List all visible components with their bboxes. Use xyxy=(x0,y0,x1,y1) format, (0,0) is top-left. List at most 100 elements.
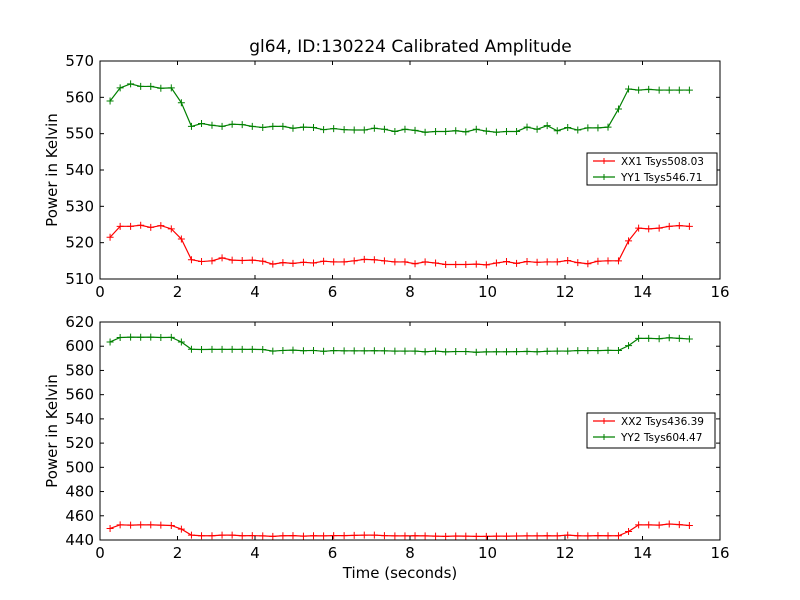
data-point-marker xyxy=(137,521,145,529)
data-point-marker xyxy=(279,346,287,354)
y-axis-label: Power in Kelvin xyxy=(43,113,61,227)
data-point-marker xyxy=(432,127,440,135)
data-point-marker xyxy=(543,122,551,130)
data-point-marker xyxy=(106,97,114,105)
legend-marker xyxy=(601,158,607,164)
data-point-marker xyxy=(310,259,318,267)
x-tick-label: 14 xyxy=(633,283,652,301)
data-point-marker xyxy=(157,222,165,230)
data-point-marker xyxy=(279,259,287,267)
data-point-marker xyxy=(299,258,307,266)
data-point-marker xyxy=(391,127,399,135)
data-point-marker xyxy=(401,347,409,355)
bottom-plot: 0 2 4 6 8 10 12 14 16 440 460 480 500 520 540 560 580 600… xyxy=(43,313,730,582)
data-point-marker xyxy=(574,532,582,540)
data-point-marker xyxy=(238,532,246,540)
y-tick-label: 520 xyxy=(65,234,94,252)
data-point-marker xyxy=(584,347,592,355)
data-point-marker xyxy=(502,532,510,540)
x-tick-label: 10 xyxy=(478,283,497,301)
data-point-marker xyxy=(462,348,470,356)
data-point-marker xyxy=(116,334,124,342)
data-point-marker xyxy=(177,235,185,243)
data-point-marker xyxy=(502,348,510,356)
data-point-marker xyxy=(259,257,267,265)
data-point-marker xyxy=(147,223,155,231)
data-point-marker xyxy=(452,532,460,540)
data-point-marker xyxy=(604,532,612,540)
data-point-marker xyxy=(564,531,572,539)
data-point-marker xyxy=(625,237,633,245)
data-point-marker xyxy=(625,342,633,350)
data-point-marker xyxy=(462,532,470,540)
data-point-marker xyxy=(553,127,561,135)
data-point-marker xyxy=(380,532,388,540)
data-point-marker xyxy=(269,532,277,540)
data-point-marker xyxy=(635,521,643,529)
y-tick-label: 500 xyxy=(65,458,94,476)
x-axis-label: Time (seconds) xyxy=(342,564,458,582)
data-point-marker xyxy=(380,347,388,355)
data-point-marker xyxy=(472,348,480,356)
y-tick-label: 510 xyxy=(65,270,94,288)
data-point-marker xyxy=(655,86,663,94)
data-point-marker xyxy=(350,126,358,134)
data-point-marker xyxy=(248,256,256,264)
data-point-marker xyxy=(411,126,419,134)
data-point-marker xyxy=(238,256,246,264)
data-point-marker xyxy=(584,260,592,268)
legend-marker xyxy=(601,434,607,440)
data-point-marker xyxy=(625,528,633,536)
data-point-marker xyxy=(208,257,216,265)
data-point-marker xyxy=(279,532,287,540)
data-point-marker xyxy=(340,347,348,355)
data-point-marker xyxy=(320,126,328,134)
x-tick-label: 8 xyxy=(405,283,415,301)
y-tick-label: 560 xyxy=(65,88,94,106)
data-point-marker xyxy=(472,125,480,133)
data-point-marker xyxy=(198,258,206,266)
data-point-marker xyxy=(614,105,622,113)
data-point-marker xyxy=(492,532,500,540)
data-point-marker xyxy=(594,347,602,355)
data-point-marker xyxy=(553,532,561,540)
data-point-marker xyxy=(523,258,531,266)
data-point-marker xyxy=(391,258,399,266)
data-point-marker xyxy=(238,121,246,129)
data-point-marker xyxy=(645,521,653,529)
data-point-marker xyxy=(594,532,602,540)
data-point-marker xyxy=(116,84,124,92)
series-line-2 xyxy=(109,83,690,133)
data-point-marker xyxy=(177,99,185,107)
y-tick-label: 540 xyxy=(65,410,94,428)
data-point-marker xyxy=(635,86,643,94)
data-point-marker xyxy=(553,258,561,266)
data-point-marker xyxy=(442,348,450,356)
data-point-marker xyxy=(340,258,348,266)
data-point-marker xyxy=(411,347,419,355)
data-point-marker xyxy=(259,532,267,540)
data-point-marker xyxy=(675,222,683,230)
data-point-marker xyxy=(482,348,490,356)
series-line-2 xyxy=(109,336,690,353)
data-point-marker xyxy=(432,259,440,267)
data-point-marker xyxy=(187,256,195,264)
y-tick-label: 440 xyxy=(65,531,94,549)
y-axis-label: Power in Kelvin xyxy=(43,374,61,488)
x-tick-label: 12 xyxy=(555,283,574,301)
data-point-marker xyxy=(167,521,175,529)
data-point-marker xyxy=(370,124,378,132)
data-point-marker xyxy=(533,348,541,356)
data-point-marker xyxy=(513,348,521,356)
data-point-marker xyxy=(635,334,643,342)
data-point-marker xyxy=(127,222,135,230)
data-point-marker xyxy=(157,84,165,92)
data-point-marker xyxy=(137,82,145,90)
data-point-marker xyxy=(269,122,277,130)
data-point-marker xyxy=(330,347,338,355)
data-point-marker xyxy=(543,258,551,266)
legend-box xyxy=(586,412,716,449)
data-point-marker xyxy=(289,532,297,540)
x-tick-label: 12 xyxy=(555,544,574,562)
